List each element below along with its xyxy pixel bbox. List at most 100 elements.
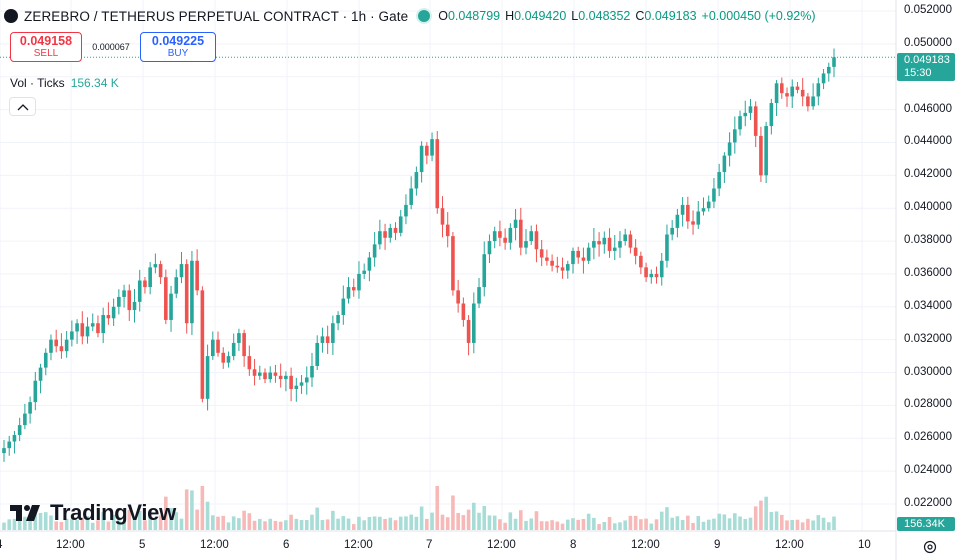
candle-body xyxy=(675,214,680,228)
candle-body xyxy=(148,267,152,288)
buy-button[interactable]: 0.049225 BUY xyxy=(140,32,216,62)
axis-settings-gear-icon[interactable] xyxy=(922,539,938,555)
candle-body xyxy=(28,402,32,414)
price-axis-label: 0.046000 xyxy=(904,102,952,115)
volume-bar xyxy=(555,521,560,530)
candle-body xyxy=(779,83,784,94)
volume-bar xyxy=(315,507,320,530)
candle-body xyxy=(571,250,575,265)
candle-body xyxy=(492,231,497,242)
volume-bar xyxy=(404,516,408,530)
candle-body xyxy=(733,129,737,143)
candle-body xyxy=(419,145,424,173)
candle-body xyxy=(169,293,173,320)
volume-bar xyxy=(492,515,497,530)
volume-bar xyxy=(336,518,340,530)
candle-body xyxy=(576,250,581,258)
price-axis-label: 0.042000 xyxy=(904,168,952,181)
sell-button[interactable]: 0.049158 SELL xyxy=(10,32,82,62)
candle-body xyxy=(461,303,466,320)
collapse-legend-button[interactable] xyxy=(9,97,36,116)
candle-body xyxy=(211,339,215,357)
volume-bar xyxy=(331,510,335,530)
candle-body xyxy=(153,264,158,268)
volume-bar xyxy=(211,515,215,530)
volume-bar xyxy=(64,518,69,530)
volume-legend[interactable]: Vol · Ticks 156.34 K xyxy=(10,76,119,90)
volume-bar xyxy=(649,523,654,530)
volume-bar xyxy=(785,520,789,530)
candle-body xyxy=(451,236,455,291)
symbol-title[interactable]: ZEREBRO / TETHERUS PERPETUAL CONTRACT · … xyxy=(24,8,409,24)
volume-bar xyxy=(686,515,690,530)
volume-bar xyxy=(237,518,241,530)
volume-bar xyxy=(378,516,382,530)
candle-body xyxy=(806,96,810,107)
volume-bar xyxy=(372,516,377,530)
price-axis-label: 0.034000 xyxy=(904,299,952,312)
symbol-logo-icon xyxy=(4,9,18,23)
time-axis-label: 12:00 xyxy=(631,539,660,551)
price-axis-label: 0.040000 xyxy=(904,201,952,214)
candle-body xyxy=(649,273,654,278)
volume-bar xyxy=(753,506,758,530)
volume-bar xyxy=(670,517,674,530)
close-key: C xyxy=(635,9,645,23)
candle-body xyxy=(49,339,53,353)
volume-bar xyxy=(654,519,659,530)
volume-bar xyxy=(571,518,575,530)
volume-bar xyxy=(733,513,737,530)
volume-bar xyxy=(200,486,205,530)
candle-body xyxy=(534,231,539,250)
candle-body xyxy=(633,247,638,256)
volume-bar xyxy=(743,518,748,530)
candle-body xyxy=(639,255,643,268)
volume-bar xyxy=(790,520,795,530)
candle-body xyxy=(706,201,711,209)
volume-bar xyxy=(832,516,836,530)
volume-bar xyxy=(498,519,502,530)
tradingview-watermark[interactable]: TradingView xyxy=(10,500,176,526)
candle-body xyxy=(811,96,815,107)
open-key: O xyxy=(438,9,448,23)
price-axis-label: 0.044000 xyxy=(904,135,952,148)
open-value: 0.048799 xyxy=(447,9,501,23)
volume-bar xyxy=(435,486,440,530)
volume-bar xyxy=(226,522,231,530)
candle-body xyxy=(75,323,79,332)
volume-bar xyxy=(722,514,727,530)
volume-bar xyxy=(90,522,95,530)
volume-bar xyxy=(310,514,314,530)
volume-bar xyxy=(85,516,90,530)
time-axis-label: 12:00 xyxy=(487,539,516,551)
volume-bar xyxy=(54,521,59,530)
candle-body xyxy=(743,112,748,117)
volume-bar xyxy=(659,511,664,530)
volume-bar xyxy=(179,518,184,530)
volume-axis-tag: 156.34K xyxy=(897,517,955,531)
volume-bar xyxy=(727,518,732,530)
candle-body xyxy=(628,234,633,248)
candle-body xyxy=(54,339,59,347)
candle-body xyxy=(346,287,351,299)
candle-body xyxy=(96,323,100,334)
volume-bar xyxy=(534,511,539,530)
candle-body xyxy=(440,208,445,225)
time-axis-label: 9 xyxy=(714,539,721,551)
volume-bar xyxy=(779,514,784,530)
volume-bar xyxy=(221,515,226,530)
candle-body xyxy=(367,257,372,271)
volume-bar xyxy=(273,520,278,530)
volume-bar xyxy=(122,521,126,530)
volume-bar xyxy=(826,522,831,530)
candle-body xyxy=(545,257,549,261)
volume-bar xyxy=(419,506,424,530)
candle-body xyxy=(325,336,330,343)
volume-bar xyxy=(320,520,325,530)
volume-bar xyxy=(445,517,450,530)
time-axis-label: 6 xyxy=(283,539,290,551)
candle-body xyxy=(435,139,440,209)
volume-bar xyxy=(393,520,398,530)
volume-bar xyxy=(247,513,252,530)
